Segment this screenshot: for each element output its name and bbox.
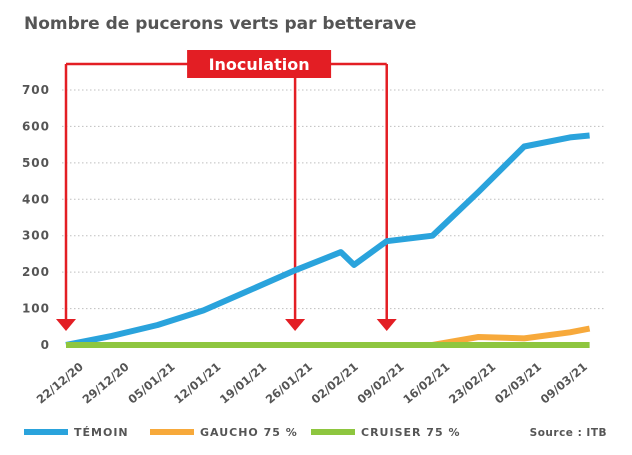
legend: TÉMOIN GAUCHO 75 % CRUISER 75 % bbox=[24, 426, 460, 439]
y-tick-label: 600 bbox=[22, 119, 50, 133]
inoculation-label-box bbox=[187, 50, 332, 78]
x-tick-label: 02/03/21 bbox=[492, 360, 544, 407]
x-tick-label: 16/02/21 bbox=[400, 360, 452, 407]
series-line-0 bbox=[65, 132, 590, 348]
grid bbox=[62, 89, 606, 310]
y-tick-label: 0 bbox=[41, 338, 50, 352]
source-label: Source : ITB bbox=[530, 427, 607, 439]
y-tick-label: 100 bbox=[22, 302, 50, 316]
x-tick-label: 05/01/21 bbox=[125, 360, 177, 407]
series-lines bbox=[65, 132, 591, 348]
y-tick-label: 400 bbox=[22, 192, 50, 206]
inoculation-arrowhead bbox=[285, 319, 306, 331]
legend-label: CRUISER 75 % bbox=[361, 426, 460, 439]
x-tick-label: 26/01/21 bbox=[263, 360, 315, 407]
y-tick-label: 500 bbox=[22, 156, 50, 170]
x-tick-label: 23/02/21 bbox=[446, 360, 498, 407]
x-tick-label: 12/01/21 bbox=[171, 360, 223, 407]
x-tick-label: 29/12/20 bbox=[80, 360, 132, 407]
y-axis: 0 100 200 300 400 500 600 700 bbox=[22, 83, 50, 352]
y-tick-label: 200 bbox=[22, 265, 50, 279]
x-tick-label: 09/02/21 bbox=[354, 360, 406, 407]
y-tick-label: 300 bbox=[22, 229, 50, 243]
x-tick-label: 19/01/21 bbox=[217, 360, 269, 407]
y-tick-label: 700 bbox=[22, 83, 50, 97]
inoculation-arrowhead bbox=[56, 319, 76, 331]
x-axis: 22/12/2029/12/2005/01/2112/01/2119/01/21… bbox=[34, 360, 590, 407]
x-tick-label: 02/02/21 bbox=[309, 360, 361, 407]
legend-label: TÉMOIN bbox=[74, 426, 129, 439]
inoculation-annotation: Inoculation bbox=[56, 50, 397, 331]
x-tick-label: 22/12/20 bbox=[34, 360, 86, 407]
inoculation-arrowhead bbox=[376, 319, 397, 331]
chart-title: Nombre de pucerons verts par betterave bbox=[24, 14, 416, 34]
inoculation-label: Inoculation bbox=[209, 55, 310, 74]
legend-label: GAUCHO 75 % bbox=[200, 426, 298, 439]
x-tick-label: 09/03/21 bbox=[538, 360, 590, 407]
